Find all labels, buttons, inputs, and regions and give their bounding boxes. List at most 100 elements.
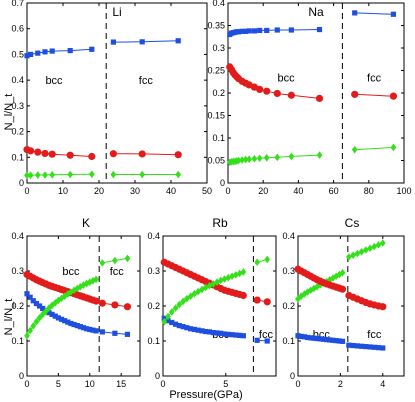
data-point (175, 38, 181, 44)
data-point (339, 268, 346, 277)
data-point (65, 319, 71, 325)
data-point (346, 253, 352, 261)
phase-label-fcc: fcc (139, 75, 154, 87)
data-point (111, 301, 119, 309)
series-line (113, 153, 179, 156)
data-point (236, 332, 243, 338)
data-point (346, 342, 352, 348)
data-point (112, 330, 118, 336)
data-point (74, 323, 80, 329)
series-red (23, 270, 100, 305)
data-point (27, 294, 33, 300)
x-tick-label: 2 (338, 379, 343, 389)
data-point (301, 290, 308, 298)
data-point (49, 301, 55, 310)
data-point (246, 155, 252, 163)
y-tick-label: 0.7 (11, 0, 24, 8)
data-point (88, 170, 95, 179)
x-tick-label: 15 (116, 379, 126, 389)
phase-label-fcc: fcc (110, 266, 125, 278)
data-point (99, 329, 105, 335)
data-point (214, 278, 220, 286)
data-point (327, 337, 333, 343)
data-point (390, 11, 397, 17)
series-red (253, 296, 271, 306)
data-point (24, 171, 30, 180)
data-point (239, 156, 245, 164)
data-point (35, 50, 41, 56)
data-point (139, 170, 146, 179)
panel-title: Rb (212, 216, 228, 230)
data-point (174, 151, 182, 159)
data-point (172, 304, 179, 312)
data-point (339, 338, 346, 344)
series-blue (295, 333, 346, 344)
axes-frame (26, 2, 208, 184)
data-point (253, 296, 261, 304)
data-point (30, 322, 37, 330)
data-point (46, 310, 52, 316)
data-point (225, 331, 231, 337)
data-point (243, 28, 249, 34)
panel-title: Cs (345, 216, 360, 230)
data-point (315, 94, 324, 102)
y-tick-label: 0.4 (282, 231, 295, 241)
data-point (99, 259, 106, 267)
data-point (256, 154, 263, 163)
y-tick-label: 0.4 (11, 75, 24, 85)
data-point (273, 89, 281, 98)
y-tick-label: 0 (220, 178, 225, 188)
series-blue (110, 38, 181, 45)
data-point (49, 170, 56, 179)
data-point (84, 326, 90, 332)
series-green (99, 254, 131, 267)
data-point (363, 344, 369, 350)
data-point (235, 29, 242, 35)
data-point (333, 272, 340, 281)
data-point (229, 332, 235, 338)
data-point (288, 27, 294, 33)
data-point (316, 151, 323, 159)
x-tick-label: 0 (225, 186, 230, 196)
phase-label-bcc: bcc (45, 75, 63, 87)
data-point (218, 330, 224, 336)
series-green (346, 239, 386, 261)
series-line (354, 146, 394, 151)
data-point (324, 337, 330, 343)
y-tick-label: 0.5 (11, 49, 24, 59)
data-point (124, 254, 131, 263)
data-point (351, 90, 359, 98)
data-point (109, 150, 117, 158)
y-tick-label: 0.1 (11, 336, 24, 346)
phase-label-bcc: bcc (278, 72, 296, 84)
series-blue (227, 26, 323, 38)
series-red (294, 265, 347, 293)
data-point (92, 297, 100, 305)
data-point (338, 285, 347, 293)
data-point (24, 331, 30, 340)
data-point (242, 155, 249, 164)
data-point (139, 39, 145, 45)
data-point (33, 317, 40, 326)
data-point (67, 47, 73, 54)
series-blue (161, 315, 246, 339)
x-tick-label: 0 (295, 379, 300, 389)
data-point (83, 279, 90, 288)
data-point (184, 325, 190, 331)
data-point (236, 269, 243, 278)
data-point (389, 92, 398, 100)
x-tick-label: 0 (160, 379, 165, 389)
data-point (240, 333, 246, 339)
data-point (233, 332, 239, 338)
data-point (195, 327, 201, 333)
data-point (206, 329, 213, 335)
data-point (375, 345, 382, 351)
data-point (42, 307, 49, 316)
y-tick-label: 0.6 (11, 24, 24, 34)
data-point (350, 251, 356, 260)
data-point (80, 325, 87, 331)
data-point (66, 151, 74, 159)
data-point (42, 171, 48, 179)
data-point (71, 321, 77, 328)
